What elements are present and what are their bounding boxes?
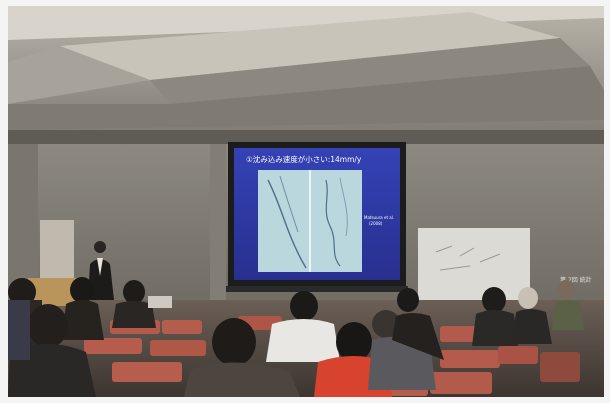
chair — [162, 320, 202, 334]
audience-head — [372, 310, 400, 338]
audience-body — [266, 319, 340, 362]
audience-head — [28, 304, 68, 348]
audience-head — [557, 280, 575, 300]
ceiling-lower — [8, 66, 604, 130]
audience-body — [8, 300, 30, 360]
map-contour — [279, 175, 299, 233]
slide-citation-line1: Matsuura et al. — [364, 215, 394, 220]
audience-body — [552, 300, 584, 330]
audience-head — [397, 288, 419, 312]
slide-citation-line2: (2008) — [369, 221, 383, 226]
chair — [440, 350, 500, 368]
chair — [540, 352, 580, 382]
audience-body — [112, 301, 156, 328]
slide-title: ①沈み込み速度が小さい:14mm/y — [246, 154, 362, 164]
ceiling-coffer-left — [8, 46, 150, 104]
audience-head — [290, 291, 318, 321]
whiteboard — [418, 228, 530, 304]
ceiling-coffer-shadow — [150, 38, 590, 104]
photo-content: ①沈み込み速度が小さい:14mm/y Matsuura et al. (2008… — [8, 6, 604, 397]
audience-body — [62, 300, 104, 340]
whiteboard-writing — [435, 245, 501, 271]
screen-base — [226, 286, 408, 292]
audience-head — [212, 318, 256, 366]
chair — [430, 372, 492, 394]
audience-body — [184, 362, 300, 397]
audience-head — [336, 322, 372, 362]
audience-head — [123, 280, 145, 304]
audience-head — [518, 287, 538, 309]
audience-head — [482, 287, 506, 313]
ceiling-edge — [8, 130, 604, 144]
audience-head — [8, 278, 36, 306]
audience — [8, 277, 584, 397]
projector — [148, 296, 172, 308]
wall-pillar — [210, 144, 226, 314]
map-contour — [267, 179, 307, 269]
chair — [150, 340, 206, 356]
chair — [84, 338, 142, 354]
chair — [112, 362, 182, 382]
chair — [498, 346, 538, 364]
map-contour — [339, 177, 348, 237]
wall-sign: 第 7回 統計 — [560, 276, 592, 284]
audience-body — [512, 309, 552, 344]
ceiling-coffer — [60, 12, 560, 80]
audience-head — [70, 277, 94, 303]
map-contour — [325, 179, 341, 267]
audience-body — [472, 310, 518, 346]
audience-body — [392, 313, 444, 360]
speaker — [88, 241, 114, 300]
